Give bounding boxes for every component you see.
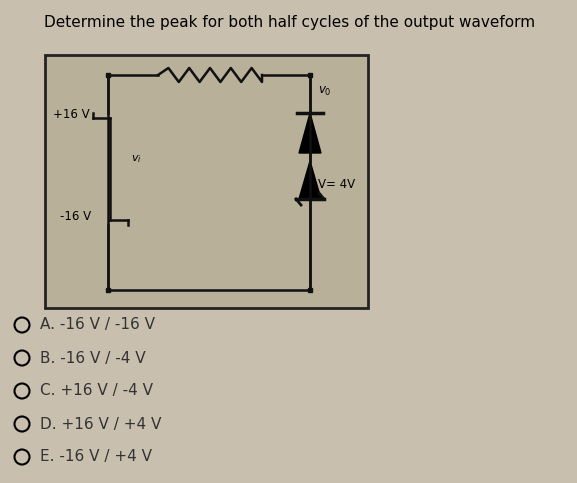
Text: V= 4V: V= 4V — [318, 179, 355, 191]
Text: B. -16 V / -4 V: B. -16 V / -4 V — [40, 351, 145, 366]
Text: C. +16 V / -4 V: C. +16 V / -4 V — [40, 384, 153, 398]
Text: D. +16 V / +4 V: D. +16 V / +4 V — [40, 416, 162, 431]
Text: $v_0$: $v_0$ — [318, 85, 332, 98]
Text: A. -16 V / -16 V: A. -16 V / -16 V — [40, 317, 155, 332]
Text: Determine the peak for both half cycles of the output waveform: Determine the peak for both half cycles … — [44, 15, 535, 30]
Text: E. -16 V / +4 V: E. -16 V / +4 V — [40, 450, 152, 465]
Polygon shape — [299, 113, 321, 153]
Bar — [45, 55, 368, 308]
Text: +16 V: +16 V — [53, 109, 89, 122]
Text: $v_i$: $v_i$ — [131, 153, 142, 165]
Polygon shape — [299, 161, 321, 199]
Text: -16 V: -16 V — [60, 211, 91, 224]
